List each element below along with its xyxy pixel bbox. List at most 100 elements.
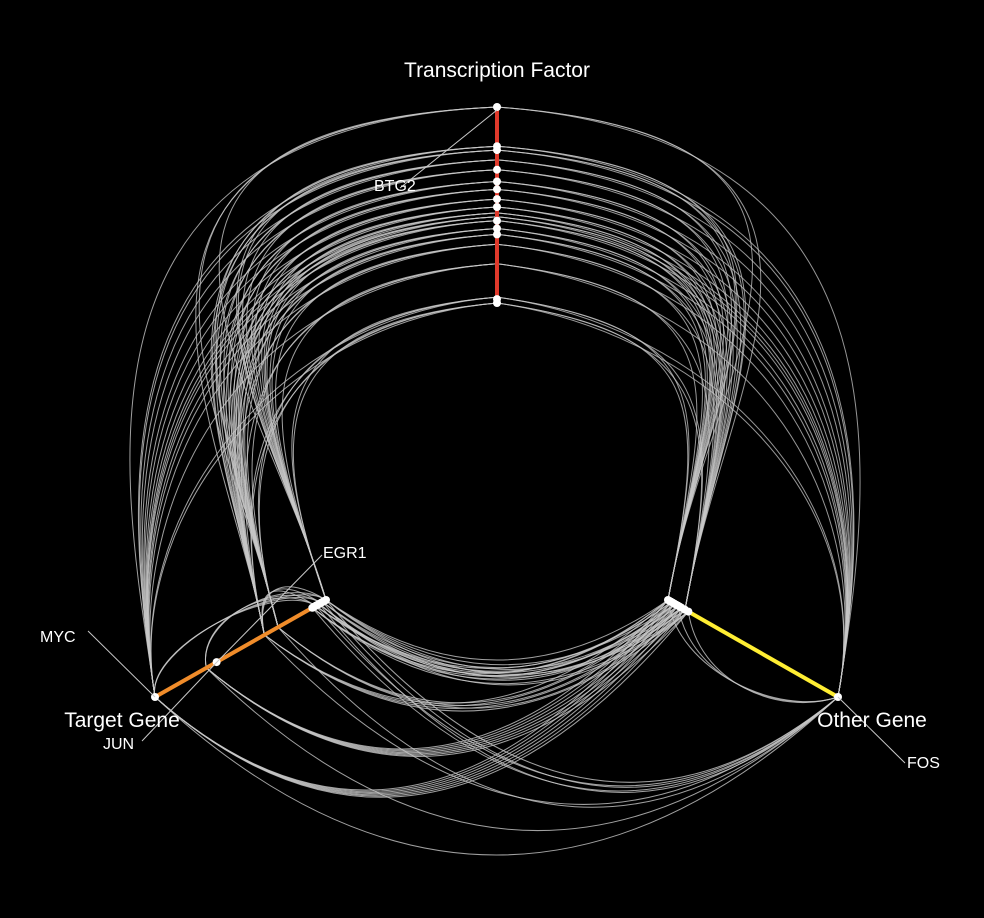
- edge-target-loop-2-1: [204, 597, 316, 668]
- edge-target-other-3-3: [315, 605, 679, 672]
- edge-tf-other-0-1: [496, 302, 703, 610]
- edge-target-other-5-7: [277, 626, 839, 808]
- edge-target-other-3-7: [315, 605, 839, 787]
- edge-tf-target-12-3: [143, 180, 498, 698]
- edge-tf-target-4-2: [238, 233, 498, 636]
- node-other-10: [684, 607, 693, 616]
- egr1-leader-line: [214, 554, 323, 665]
- jun-leader-line: [141, 663, 216, 742]
- node-tf-8: [493, 177, 501, 186]
- axis-title-transcription-factor: Transcription Factor: [404, 59, 590, 82]
- edge-tf-target-6-0: [266, 220, 498, 601]
- edge-tf-other-3-1: [496, 243, 715, 610]
- edge-target-loop-2-2: [154, 599, 316, 698]
- node-target-8: [308, 603, 317, 612]
- edge-target-other-0-4: [325, 599, 682, 670]
- edge-target-other-7-7: [205, 667, 839, 832]
- edge-tf-other-14-0: [496, 159, 733, 601]
- btg2-leader-line: [399, 109, 498, 189]
- node-tf-11: [493, 142, 501, 151]
- axis-target-gene: [154, 598, 327, 699]
- gene-label-myc: MYC: [40, 629, 76, 646]
- edge-tf-other-13-0: [496, 169, 729, 601]
- fos-leader-line: [837, 696, 906, 764]
- edge-tf-other-3-2: [496, 243, 847, 698]
- edge-tf-target-10-3: [145, 198, 498, 698]
- edge-tf-target-9-3: [145, 206, 498, 698]
- edge-tf-other-17-2: [496, 106, 861, 698]
- edge-tf-target-7-0: [264, 216, 498, 601]
- edge-target-other-0-2: [325, 599, 676, 666]
- edge-target-other-0-0: [325, 599, 669, 661]
- edge-tf-other-8-1: [496, 212, 724, 610]
- edge-target-other-6-4: [264, 607, 682, 709]
- edge-target-loop-2-0: [261, 590, 316, 635]
- edge-target-other-1-7: [322, 601, 839, 788]
- gene-label-fos: FOS: [907, 755, 940, 772]
- edge-tf-target-2-0: [281, 263, 498, 601]
- node-tf-12: [493, 103, 501, 111]
- edge-target-other-4-7: [311, 607, 839, 792]
- edge-tf-target-13-3: [141, 169, 498, 698]
- edge-tf-target-5-3: [147, 228, 498, 698]
- edge-target-other-6-7: [264, 634, 839, 805]
- edge-tf-other-2-1: [496, 263, 710, 610]
- edge-target-other-4-4: [311, 607, 682, 680]
- edge-tf-target-17-0: [218, 106, 498, 601]
- edge-tf-target-3-3: [148, 243, 498, 698]
- edge-tf-target-14-2: [215, 159, 498, 635]
- edge-tf-target-16-3: [137, 145, 498, 698]
- edge-tf-other-12-1: [496, 180, 734, 610]
- edge-tf-other-12-0: [496, 180, 724, 601]
- edge-tf-target-1-0: [291, 296, 498, 601]
- edge-tf-other-1-2: [496, 296, 845, 698]
- edge-target-other-8-6: [154, 611, 689, 798]
- edge-tf-other-7-1: [496, 216, 723, 610]
- gene-label-jun: JUN: [103, 736, 134, 753]
- edge-tf-target-2-3: [149, 263, 498, 698]
- edge-tf-target-17-2: [195, 106, 498, 635]
- edge-tf-target-6-1: [240, 220, 498, 628]
- edge-target-other-4-6: [311, 607, 689, 685]
- edge-tf-other-16-1: [496, 145, 747, 610]
- edge-tf-target-15-2: [212, 149, 498, 635]
- edge-tf-other-3-0: [496, 243, 703, 601]
- gene-label-egr1: EGR1: [323, 545, 367, 562]
- edge-target-other-0-7: [325, 599, 839, 783]
- edge-tf-target-11-0: [254, 188, 498, 601]
- edge-tf-target-14-0: [241, 159, 498, 601]
- edge-tf-other-13-1: [496, 169, 738, 610]
- node-tf-1: [493, 295, 501, 304]
- edge-target-other-6-6: [264, 611, 689, 712]
- edge-tf-other-16-2: [496, 145, 855, 698]
- edge-tf-other-17-1: [496, 106, 762, 610]
- edge-tf-target-4-0: [271, 233, 498, 601]
- edge-target-other-8-7: [154, 696, 839, 856]
- edge-tf-target-11-3: [144, 188, 498, 698]
- edge-tf-other-2-0: [496, 263, 698, 601]
- edge-tf-other-10-2: [496, 198, 850, 698]
- node-tf-3: [493, 224, 501, 233]
- edge-tf-other-12-2: [496, 180, 851, 698]
- edge-tf-target-1-2: [250, 296, 498, 636]
- node-tf-6: [493, 195, 501, 204]
- edge-group: [129, 106, 861, 856]
- node-tf-5: [493, 203, 501, 211]
- node-tf-4: [493, 216, 501, 225]
- edge-tf-other-0-2: [496, 302, 845, 698]
- gene-label-btg2: BTG2: [374, 178, 416, 195]
- edge-tf-other-13-2: [496, 169, 852, 698]
- edge-tf-other-14-1: [496, 159, 742, 610]
- edge-tf-other-0-0: [496, 302, 689, 601]
- edge-tf-other-2-2: [496, 263, 846, 698]
- node-tf-7: [493, 185, 501, 194]
- edge-tf-target-2-1: [251, 263, 498, 628]
- edge-tf-other-6-0: [496, 220, 711, 601]
- edge-tf-target-16-2: [210, 145, 498, 635]
- axis-title-other-gene: Other Gene: [817, 709, 927, 732]
- axis-other-gene: [667, 598, 839, 699]
- axis-title-target-gene: Target Gene: [64, 709, 180, 732]
- myc-leader-line: [87, 630, 156, 698]
